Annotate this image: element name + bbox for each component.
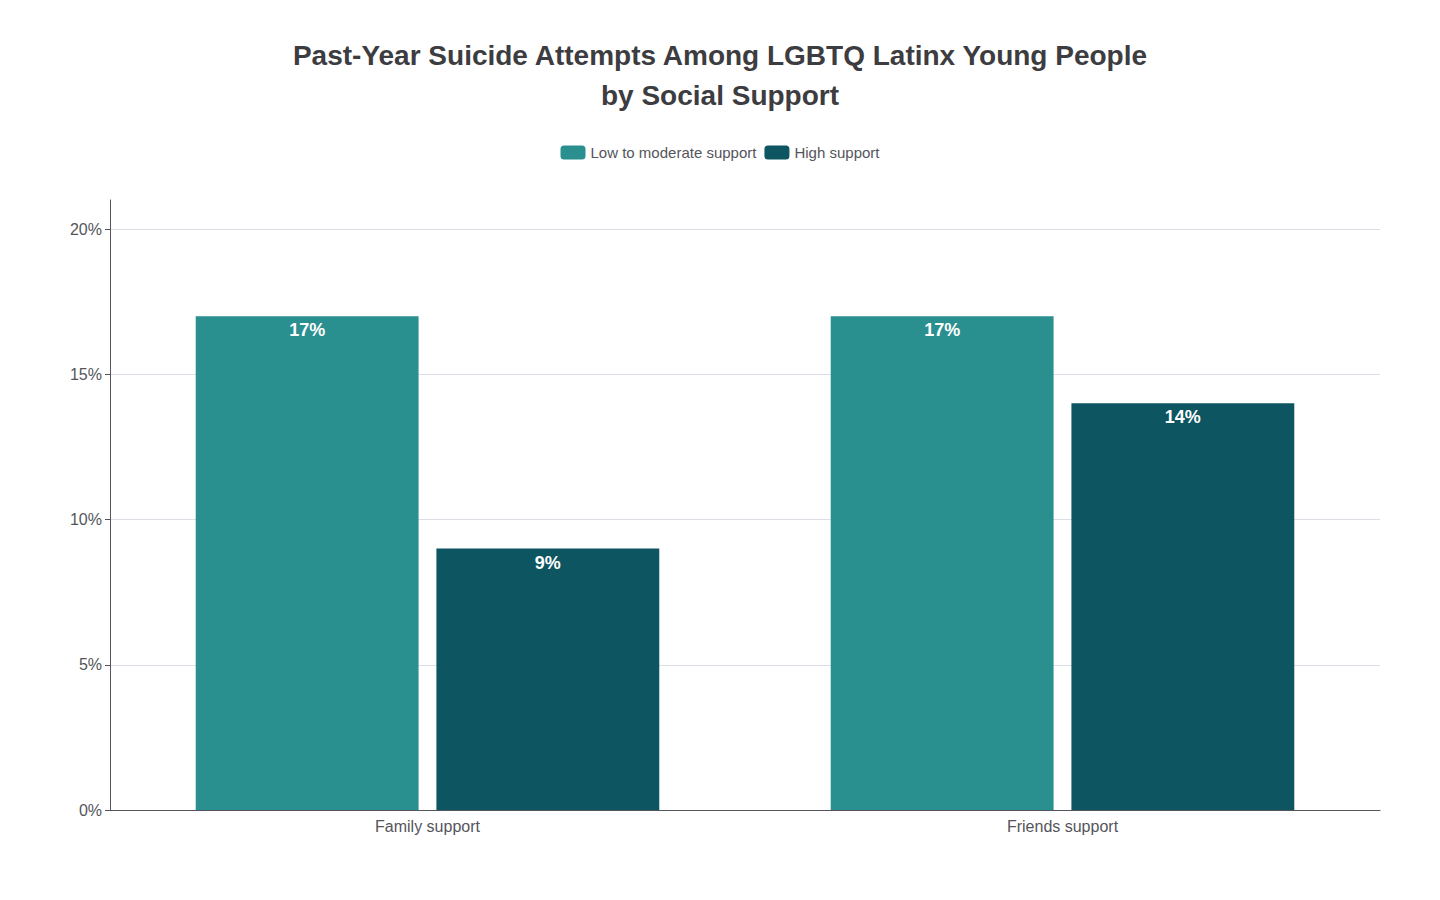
svg-text:by Social Support: by Social Support — [601, 80, 839, 111]
svg-text:14%: 14% — [1165, 407, 1201, 427]
svg-text:Past-Year Suicide Attempts Amo: Past-Year Suicide Attempts Among LGBTQ L… — [293, 40, 1147, 71]
svg-text:17%: 17% — [924, 320, 960, 340]
svg-text:Low to moderate support: Low to moderate support — [591, 144, 758, 161]
svg-text:17%: 17% — [289, 320, 325, 340]
svg-text:10%: 10% — [70, 511, 102, 528]
svg-text:9%: 9% — [535, 553, 561, 573]
svg-text:0%: 0% — [79, 802, 102, 819]
svg-text:High support: High support — [794, 144, 880, 161]
svg-text:20%: 20% — [70, 221, 102, 238]
svg-text:Friends support: Friends support — [1007, 818, 1119, 835]
svg-text:15%: 15% — [70, 366, 102, 383]
svg-text:5%: 5% — [79, 656, 102, 673]
svg-text:Family support: Family support — [375, 818, 480, 835]
